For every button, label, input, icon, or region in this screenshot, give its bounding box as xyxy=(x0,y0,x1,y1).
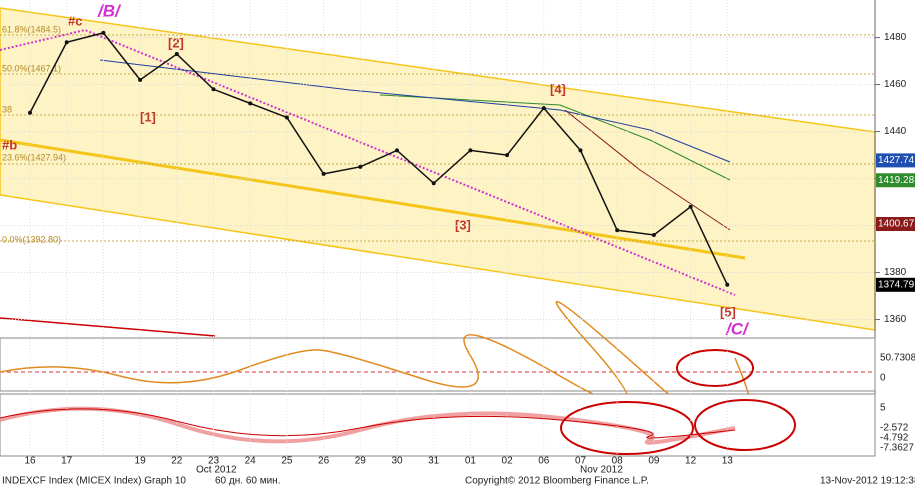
x-tick-label: 25 xyxy=(281,456,293,467)
y-tick-label: 1440 xyxy=(884,126,907,137)
wave-label: [3] xyxy=(455,217,471,232)
wave-label: /B/ xyxy=(97,1,122,20)
indicator-panel xyxy=(0,337,876,392)
price-point xyxy=(688,204,693,209)
x-tick-label: 07 xyxy=(575,456,587,467)
trend-line xyxy=(0,317,216,337)
x-tick-label: 19 xyxy=(135,456,147,467)
fib-label: 50.0%(1467.1) xyxy=(2,63,61,73)
x-tick-label: 23 xyxy=(208,456,220,467)
footer-text: INDEXCF Index (MICEX Index) Graph 10 xyxy=(2,476,186,487)
price-point xyxy=(395,148,399,153)
price-tag xyxy=(876,153,915,168)
x-tick-label: 01 xyxy=(465,456,477,467)
x-tick-label: 06 xyxy=(538,456,550,467)
panel-label: -2.572 xyxy=(880,423,909,434)
panel-label: 50.7308 xyxy=(880,353,915,364)
price-point xyxy=(321,171,326,176)
y-tick-label: 1480 xyxy=(884,32,907,43)
price-line xyxy=(29,32,728,286)
wave-label: [5] xyxy=(720,304,736,319)
wave-label: [1] xyxy=(140,109,156,124)
footer-text: 60 дн. 60 мин. xyxy=(215,476,280,487)
x-tick-label: 17 xyxy=(61,456,73,467)
channel-midline xyxy=(0,138,746,260)
price-point xyxy=(284,115,289,120)
x-tick-label: 12 xyxy=(685,456,697,467)
price-point xyxy=(468,148,473,153)
price-point xyxy=(28,110,32,115)
x-tick-label: 29 xyxy=(355,456,367,467)
x-tick-label: 08 xyxy=(612,456,624,467)
x-tick-label: 30 xyxy=(391,456,403,467)
price-point xyxy=(505,153,510,158)
panel-label: 0 xyxy=(880,373,886,384)
month-label: Nov 2012 xyxy=(580,465,623,476)
price-point xyxy=(101,30,106,35)
price-tag xyxy=(876,216,915,231)
x-tick-label: 16 xyxy=(24,456,36,467)
x-tick-label: 31 xyxy=(428,456,440,467)
price-point xyxy=(64,40,69,45)
y-tick-label: 1460 xyxy=(884,79,907,90)
y-tick-label: 1380 xyxy=(884,267,907,278)
fib-label: 0.0%(1392.80) xyxy=(2,234,61,244)
panel-label: -4.792 xyxy=(880,433,909,444)
price-tag-label: 1374.79 xyxy=(878,279,915,290)
footer-text: Copyright© 2012 Bloomberg Finance L.P. xyxy=(465,476,649,487)
x-tick-label: 09 xyxy=(648,456,660,467)
price-point xyxy=(138,77,143,82)
price-tag-label: 1419.28 xyxy=(878,175,915,186)
price-tag xyxy=(876,277,915,292)
panel-label: -7.3627 xyxy=(880,443,914,454)
x-tick-label: 22 xyxy=(171,456,183,467)
fib-label: 23.6%(1427.94) xyxy=(2,152,66,162)
x-tick-label: 13 xyxy=(722,456,734,467)
footer-text: 13-Nov-2012 19:12:38 xyxy=(820,476,915,487)
wave-label: /C/ xyxy=(725,319,750,338)
price-point xyxy=(358,164,363,169)
price-point xyxy=(725,282,730,287)
indicator-panel xyxy=(0,393,876,457)
x-tick-label: 24 xyxy=(245,456,257,467)
price-tag-label: 1400.67 xyxy=(878,219,915,230)
wave-label: [4] xyxy=(550,81,566,96)
wave-label: [2] xyxy=(168,35,184,50)
wave-label: #b xyxy=(2,137,17,152)
price-point xyxy=(651,232,656,237)
moving-average xyxy=(564,109,731,231)
highlight-ellipse xyxy=(560,401,694,455)
signal-line xyxy=(0,406,736,445)
x-tick-label: 02 xyxy=(502,456,514,467)
price-point xyxy=(248,101,253,106)
price-point xyxy=(615,228,620,233)
price-point xyxy=(578,148,583,153)
price-tag-label: 1427.74 xyxy=(878,155,915,166)
highlight-ellipse xyxy=(676,349,754,387)
panel-label: 5 xyxy=(880,403,886,414)
oscillator-line xyxy=(0,300,756,442)
x-tick-label: 26 xyxy=(318,456,330,467)
highlight-ellipse xyxy=(694,399,796,451)
fib-label: 38 xyxy=(2,104,12,114)
price-point xyxy=(211,87,216,92)
y-tick-label: 1360 xyxy=(884,314,907,325)
wave-label: #c xyxy=(68,13,82,28)
price-point xyxy=(541,106,546,111)
wave-line xyxy=(0,28,736,296)
price-tag xyxy=(876,173,915,188)
fib-label: 61.8%(1484.5) xyxy=(2,24,61,34)
moving-average xyxy=(99,59,731,163)
price-point xyxy=(174,52,179,57)
month-label: Oct 2012 xyxy=(196,465,237,476)
macd-line xyxy=(0,408,736,439)
price-point xyxy=(431,181,436,186)
